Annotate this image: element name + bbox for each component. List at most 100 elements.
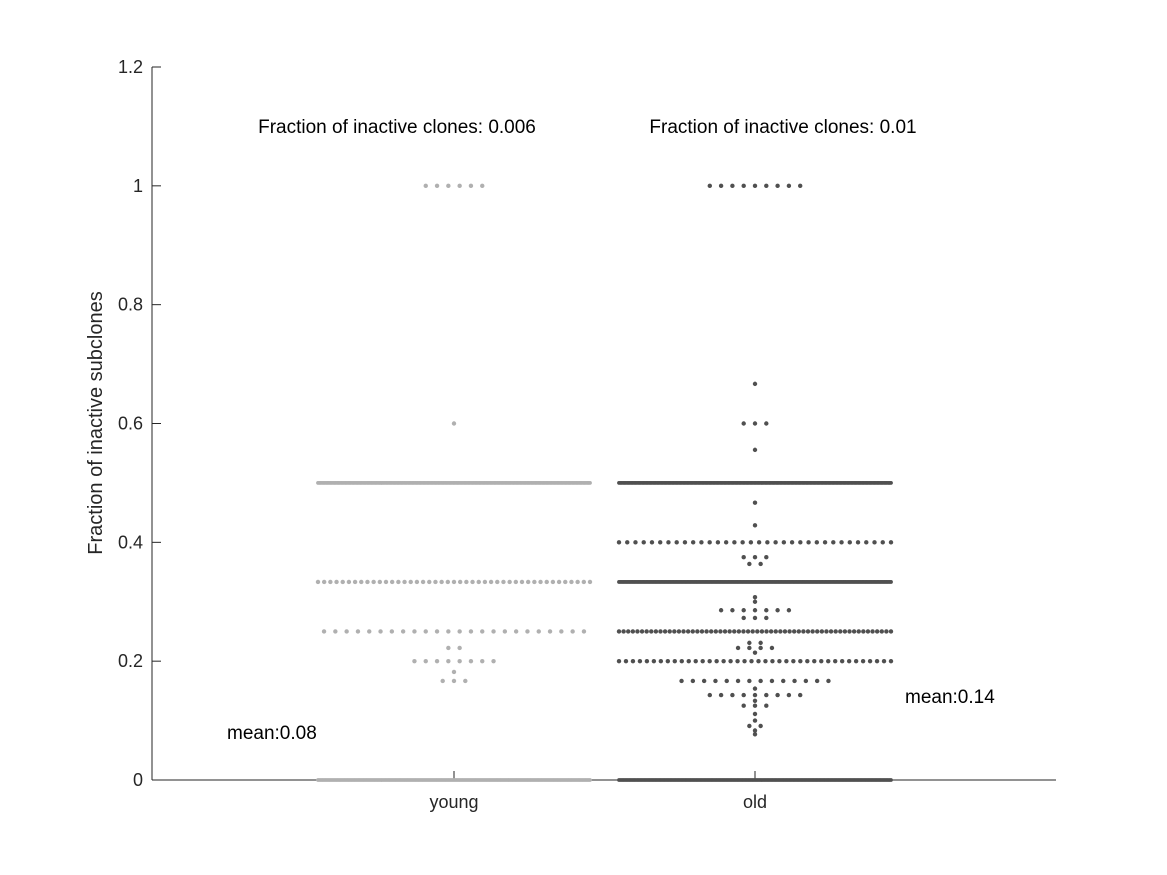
old-data-point (781, 540, 787, 545)
old-data-point (752, 718, 758, 723)
old-data-point (695, 629, 700, 634)
old-data-point (686, 658, 691, 664)
young-data-point (389, 579, 395, 585)
old-data-point (741, 692, 746, 698)
old-data-point (758, 561, 763, 567)
old-data-point (819, 658, 824, 664)
young-data-point (359, 579, 364, 585)
old-data-point (752, 523, 758, 528)
old-data-point (755, 629, 760, 634)
young-data-point (470, 579, 475, 585)
young-data-point (502, 629, 508, 634)
old-data-point (747, 723, 752, 729)
old-data-point (814, 540, 820, 545)
old-data-point (805, 629, 811, 634)
young-data-point (400, 629, 406, 634)
old-data-point (625, 540, 630, 545)
old-data-point (764, 608, 769, 613)
old-data-point (856, 629, 861, 634)
old-data-point (828, 629, 834, 634)
old-data-point (752, 608, 758, 613)
old-data-point (812, 658, 817, 664)
old-data-point (764, 629, 769, 634)
old-data-point (699, 540, 704, 545)
old-data-point (730, 183, 735, 189)
young-data-point (433, 579, 438, 585)
young-data-point (468, 183, 474, 189)
young-data-point (457, 629, 462, 634)
old-data-point (714, 658, 719, 664)
young-data-point (476, 579, 481, 585)
y-tick-label: 0.6 (118, 414, 143, 434)
old-data-point (707, 658, 712, 664)
old-data-point (742, 658, 747, 664)
young-data-point (440, 678, 445, 684)
young-data-point (328, 579, 333, 585)
young-data-point (513, 579, 519, 585)
old-data-point (775, 183, 780, 189)
old-data-point (616, 540, 622, 545)
old-data-point (789, 540, 795, 545)
young-data-point (575, 579, 580, 585)
old-data-point (881, 658, 887, 664)
old-data-point (889, 580, 893, 584)
x-tick-label: old (743, 792, 767, 812)
young-data-point (525, 629, 530, 634)
y-tick-label: 0.4 (118, 532, 143, 552)
old-data-point (778, 629, 783, 634)
old-data-point (833, 629, 838, 634)
young-data-point (581, 579, 587, 585)
young-data-point (446, 658, 451, 664)
young-mean-annotation: mean:0.08 (227, 723, 317, 744)
old-data-point (752, 711, 758, 717)
old-data-point (752, 692, 758, 698)
old-data-point (626, 629, 631, 634)
young-data-point (570, 629, 575, 634)
young-data-point (434, 183, 440, 189)
old-data-point (791, 658, 796, 664)
old-data-point (786, 608, 792, 613)
old-data-point (730, 692, 735, 698)
old-data-point (847, 629, 852, 634)
old-data-point (630, 658, 636, 664)
old-data-point (764, 554, 769, 560)
young-data-point (446, 629, 451, 634)
old-data-point (842, 629, 848, 634)
young-data-point (344, 629, 349, 634)
y-tick-label: 0 (133, 770, 143, 790)
old-data-point (682, 540, 688, 545)
young-data-point (538, 579, 543, 585)
young-data-point (451, 669, 457, 675)
old-data-point (867, 658, 873, 664)
old-data-point (839, 540, 844, 545)
old-data-point (815, 629, 820, 634)
old-data-point (782, 629, 788, 634)
old-data-point (888, 629, 894, 634)
old-data-point (752, 421, 758, 426)
young-data-point (482, 579, 488, 585)
old-data-point (838, 629, 843, 634)
young-data-point (352, 579, 358, 585)
old-data-point (728, 658, 733, 664)
old-data-point (690, 540, 696, 545)
y-axis-label: Fraction of inactive subclones (85, 291, 107, 554)
young-data-point (519, 579, 525, 585)
old-data-point (764, 692, 769, 698)
old-data-point (806, 540, 811, 545)
young-data-point (427, 579, 432, 585)
young-data-point (480, 658, 485, 664)
old-data-point (752, 686, 758, 691)
old-data-point (621, 629, 626, 634)
old-data-point (735, 678, 741, 684)
young-data-point (507, 579, 512, 585)
old-data-point (752, 703, 758, 708)
old-data-point (826, 658, 831, 664)
series-old (616, 183, 894, 782)
young-data-point (423, 658, 428, 664)
old-data-point (690, 678, 696, 684)
old-data-point (775, 608, 780, 613)
young-data-point (371, 579, 376, 585)
old-data-point (704, 629, 709, 634)
old-data-point (641, 540, 646, 545)
